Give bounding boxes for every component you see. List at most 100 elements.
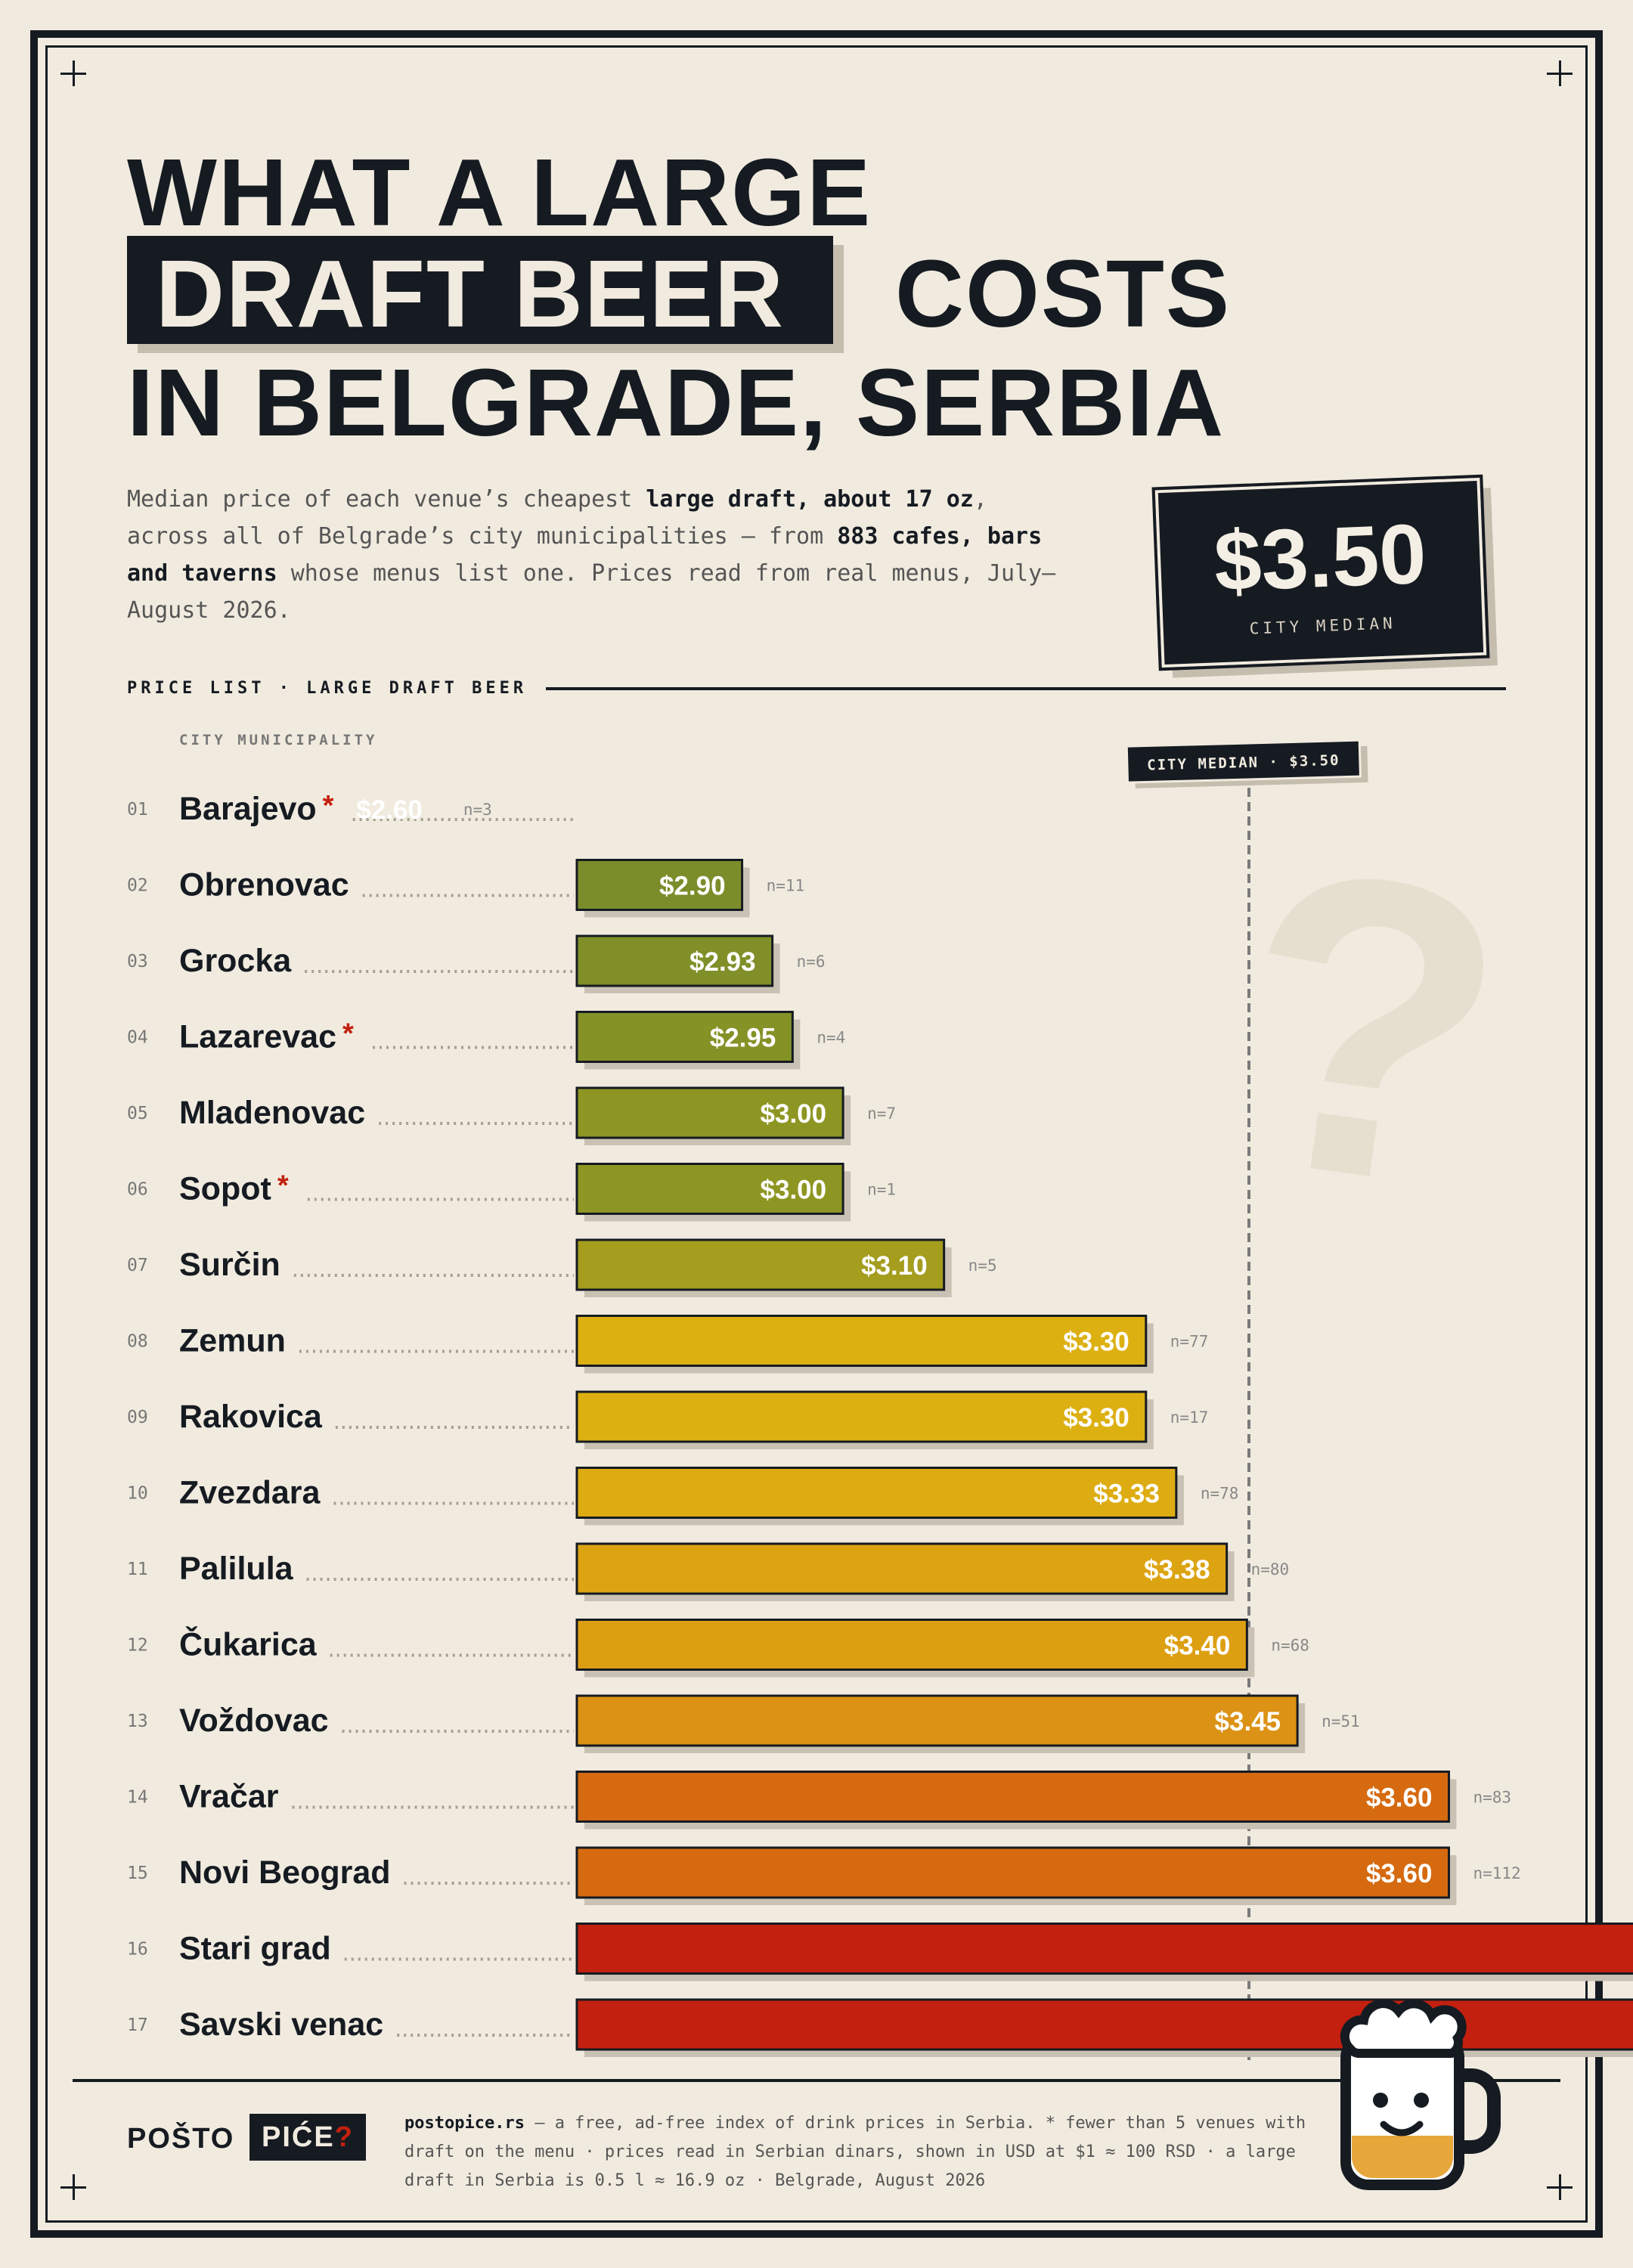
rank-label: 12 (127, 1636, 148, 1656)
bar-value-label: $3.30 (1063, 1403, 1129, 1433)
bar (575, 1238, 946, 1291)
title-highlight-box: DRAFT BEER (127, 236, 833, 344)
rank-label: 06 (127, 1180, 148, 1200)
municipality-label: Obrenovac (179, 867, 349, 903)
sample-size-label: n=77 (1170, 1333, 1209, 1351)
bar-value-label: $3.10 (861, 1251, 928, 1281)
bar (575, 1846, 1450, 1899)
median-tag: CITY MEDIAN · $3.50 (1125, 739, 1368, 789)
municipality-label: Stari grad (179, 1931, 331, 1967)
bar-value-label: $3.45 (1215, 1707, 1281, 1737)
bar-value-label: $2.60 (356, 795, 423, 825)
sample-size-label: n=5 (968, 1256, 997, 1275)
rank-label: 15 (127, 1864, 148, 1883)
sample-size-label: n=68 (1271, 1637, 1309, 1655)
title-line-1: WHAT A LARGE (127, 139, 872, 246)
bar (575, 1542, 1229, 1595)
sample-size-label: n=51 (1322, 1712, 1360, 1730)
brand-name-pice: PIĆE? (249, 2114, 366, 2161)
rank-label: 16 (127, 1940, 148, 1960)
municipality-label: Zvezdara (179, 1475, 321, 1511)
title-line-3: IN BELGRADE, SERBIA (127, 349, 1226, 456)
sample-size-label: n=1 (867, 1181, 896, 1199)
sample-size-label: n=7 (867, 1105, 896, 1123)
bar (575, 934, 774, 987)
bar-value-label: $3.30 (1063, 1328, 1129, 1357)
municipality-label: Lazarevac (179, 1019, 336, 1055)
municipality-label: Rakovica (179, 1399, 323, 1435)
sample-size-label: n=80 (1251, 1560, 1290, 1579)
municipality-label: Vračar (179, 1779, 279, 1815)
inner-frame (45, 45, 1588, 2223)
corner-cross-icon (1547, 2174, 1573, 2200)
rank-label: 02 (127, 876, 148, 896)
bar-value-label: $3.00 (761, 1099, 827, 1129)
brand-name-posto: POŠTO (127, 2123, 235, 2155)
bar (575, 1315, 1148, 1367)
title-line-2: COSTS (895, 240, 1232, 347)
outer-frame (30, 30, 1603, 2238)
rank-label: 03 (127, 952, 148, 971)
rank-label: 13 (127, 1712, 148, 1731)
description: Median price of each venue’s cheapest la… (127, 486, 1056, 624)
rank-label: 09 (127, 1408, 148, 1427)
rank-label: 01 (127, 800, 148, 820)
bar (575, 1390, 1148, 1443)
section-rule (546, 687, 1506, 690)
bar (575, 1011, 794, 1063)
municipality-label: Zemun (179, 1323, 286, 1359)
rank-label: 05 (127, 1104, 148, 1123)
municipality-label: Voždovac (179, 1703, 329, 1739)
bar-value-label: $3.60 (1366, 1859, 1433, 1888)
sample-size-label: n=78 (1201, 1485, 1239, 1503)
rank-label: 08 (127, 1332, 148, 1352)
rank-label: 17 (127, 2015, 148, 2035)
rank-label: 11 (127, 1560, 148, 1579)
bar (575, 1086, 844, 1139)
corner-cross-icon (1547, 60, 1573, 86)
asterisk-marker: * (323, 790, 334, 822)
sample-size-label: n=83 (1473, 1789, 1511, 1807)
rank-label: 07 (127, 1256, 148, 1275)
municipality-label: Barajevo (179, 791, 317, 827)
rank-label: 04 (127, 1028, 148, 1048)
sample-size-label: n=11 (767, 877, 805, 895)
bar (575, 1771, 1450, 1823)
bar-value-label: $2.90 (659, 872, 726, 901)
title-highlight: DRAFT BEER (156, 240, 785, 347)
rank-label: 14 (127, 1788, 148, 1808)
beer-mug-mascot-icon (1340, 1999, 1501, 2190)
bar (575, 1163, 844, 1215)
municipality-label: Čukarica (179, 1626, 318, 1663)
bar-value-label: $2.95 (710, 1024, 776, 1053)
corner-cross-icon (60, 60, 86, 86)
municipality-label: Novi Beograd (179, 1854, 391, 1891)
asterisk-marker: * (342, 1018, 354, 1050)
bar-value-label: $3.60 (1366, 1783, 1433, 1813)
bar (575, 1467, 1178, 1519)
bar-value-label: $3.00 (761, 1176, 827, 1205)
bar-value-label: $3.38 (1144, 1555, 1210, 1585)
sample-size-label: n=6 (797, 953, 826, 971)
municipality-label: Palilula (179, 1551, 294, 1587)
bar-value-label: $3.33 (1093, 1479, 1160, 1509)
section-label: PRICE LIST · LARGE DRAFT BEER (127, 679, 528, 698)
footer-rule (73, 2079, 1560, 2082)
bar (575, 1694, 1299, 1747)
bar (575, 1923, 1633, 1975)
asterisk-marker: * (277, 1170, 289, 1202)
sample-size-label: n=17 (1170, 1408, 1209, 1427)
median-tag-box (1125, 739, 1362, 784)
bar-value-label: $2.93 (689, 947, 756, 977)
column-label: CITY MUNICIPALITY (179, 732, 378, 748)
municipality-label: Mladenovac (179, 1095, 365, 1131)
municipality-label: Grocka (179, 943, 292, 979)
sample-size-label: n=112 (1473, 1864, 1520, 1882)
municipality-label: Savski venac (179, 2006, 383, 2043)
sample-size-label: n=4 (816, 1029, 845, 1047)
bar-value-label: $3.40 (1164, 1631, 1231, 1661)
municipality-label: Surčin (179, 1247, 280, 1283)
bar (575, 1619, 1248, 1671)
corner-cross-icon (60, 2174, 86, 2200)
